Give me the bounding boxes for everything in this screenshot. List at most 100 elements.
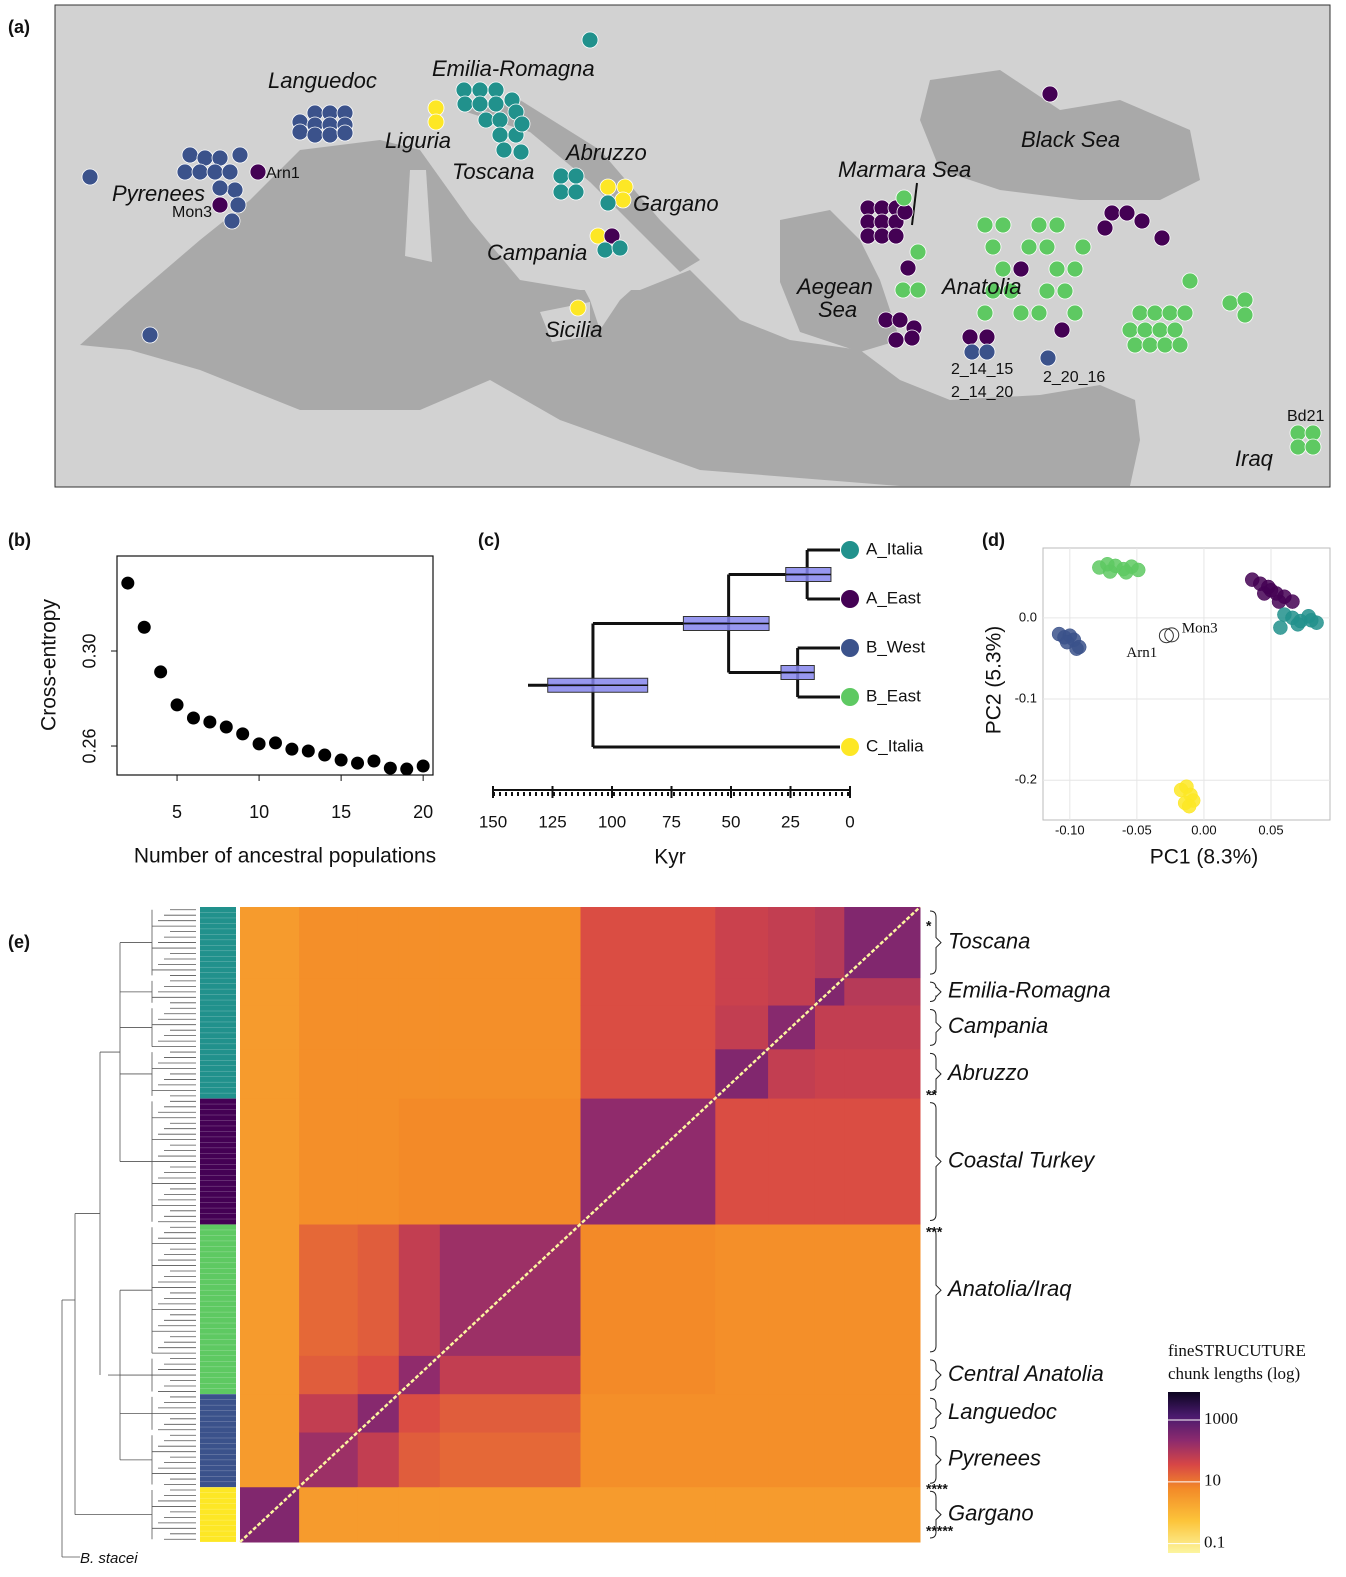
map-label: 2_20_16: [1043, 369, 1105, 386]
heatmap-cell: [357, 1224, 399, 1357]
heatmap-cell: [398, 978, 440, 1007]
x-tick-label: 0.00: [1191, 822, 1216, 837]
heatmap-cell: [240, 1098, 300, 1225]
pie-marker: [1236, 291, 1254, 309]
pie-marker: [513, 115, 531, 133]
colorbar-tick-label: 10: [1204, 1471, 1221, 1490]
x-axis-label: PC1 (8.3%): [1150, 846, 1259, 869]
map-label: Aegean: [795, 274, 873, 299]
pie-marker: [1151, 321, 1169, 339]
adriatic-sea: [460, 100, 700, 272]
heatmap-cell: [767, 1049, 815, 1100]
heatmap-cell: [439, 907, 581, 979]
point: [170, 698, 184, 712]
point: [186, 711, 200, 725]
heatmap-cell: [580, 1224, 716, 1357]
pie-marker: [994, 216, 1012, 234]
pie-marker: [1053, 321, 1071, 339]
group-label: Central Anatolia: [948, 1361, 1104, 1386]
point: [318, 748, 332, 762]
heatmap-cell: [714, 978, 769, 1007]
bracket: [929, 910, 942, 975]
heatmap-cell: [357, 1487, 399, 1543]
point: [236, 727, 250, 741]
y-tick-label: 0.0: [1019, 609, 1037, 624]
pie-marker: [229, 196, 247, 214]
heatmap-cell: [357, 1049, 399, 1100]
map-label: Marmara Sea: [838, 157, 971, 182]
heatmap-cell: [298, 1049, 358, 1100]
heatmap-cell: [398, 1098, 440, 1225]
diagonal: [239, 906, 921, 1543]
heatmap-cell: [843, 1355, 921, 1395]
point: [1164, 627, 1180, 643]
pie-marker: [596, 241, 614, 259]
pie-marker: [81, 168, 99, 186]
heatmap-cell: [439, 1098, 581, 1225]
map-label: Languedoc: [268, 68, 377, 93]
bracket: [929, 1490, 942, 1539]
pie-marker: [455, 81, 473, 99]
heatmap-cell: [814, 1487, 845, 1543]
heatmap-cell: [240, 1355, 300, 1395]
x-axis-label: Number of ancestral populations: [134, 845, 436, 868]
point: [285, 742, 299, 756]
point: [1273, 620, 1288, 635]
heatmap-cell: [843, 1098, 921, 1225]
pie-marker: [1166, 321, 1184, 339]
heatmap-cell: [398, 907, 440, 979]
bracket: [929, 1436, 942, 1484]
pie-marker: [877, 311, 895, 329]
colorbar: [1168, 1392, 1200, 1553]
pie-marker: [984, 282, 1002, 300]
pie-marker: [1136, 321, 1154, 339]
heatmap-cell: [298, 1005, 358, 1050]
pie-marker: [1221, 294, 1239, 312]
heatmap-cell: [814, 1355, 845, 1395]
map-label: Sicilia: [545, 317, 602, 342]
cluster-mark: *****: [926, 1523, 954, 1539]
point: [203, 715, 217, 729]
heatmap-cell: [843, 978, 921, 1007]
pie-marker: [976, 216, 994, 234]
pie-marker: [512, 143, 530, 161]
heatmap-cell: [767, 1487, 815, 1543]
black-sea: [920, 70, 1200, 200]
heatmap-cell: [439, 1487, 581, 1543]
pie-marker: [1002, 282, 1020, 300]
group-label: Gargano: [948, 1500, 1034, 1525]
pie-marker: [1048, 260, 1066, 278]
point: [1285, 594, 1300, 609]
italy: [440, 140, 662, 330]
bracket: [929, 1228, 942, 1353]
bracket: [929, 1359, 942, 1391]
point: [1158, 628, 1174, 644]
bracket: [929, 1009, 942, 1046]
y-tick-label: 0.26: [80, 728, 100, 763]
y-axis-label: PC2 (5.3%): [983, 626, 1006, 735]
leaf-marker: [841, 639, 859, 657]
heatmap-cell: [439, 1394, 581, 1434]
panel-label: (b): [8, 530, 31, 550]
map-label: Sea: [818, 297, 857, 322]
heatmap-cell: [240, 1005, 300, 1050]
ancestry-bar: [200, 1394, 236, 1433]
heatmap-cell: [767, 1355, 815, 1395]
pie-marker: [1048, 216, 1066, 234]
heatmap-cell: [814, 1049, 845, 1100]
group-label: Abruzzo: [946, 1060, 1029, 1085]
point: [268, 736, 282, 750]
colorbar-tick-label: 1000: [1204, 1409, 1238, 1428]
pie-marker: [1156, 336, 1174, 354]
pie-marker: [581, 31, 599, 49]
pie-marker: [909, 281, 927, 299]
group-label: Campania: [948, 1013, 1048, 1038]
x-tick-label: 0: [845, 812, 854, 831]
heatmap-cell: [843, 1394, 921, 1434]
cluster-mark: ****: [926, 1481, 948, 1497]
point: [367, 754, 381, 768]
heatmap-cell: [439, 978, 581, 1007]
pie-marker: [226, 181, 244, 199]
point: [400, 762, 414, 776]
heatmap-cell: [767, 1098, 815, 1225]
